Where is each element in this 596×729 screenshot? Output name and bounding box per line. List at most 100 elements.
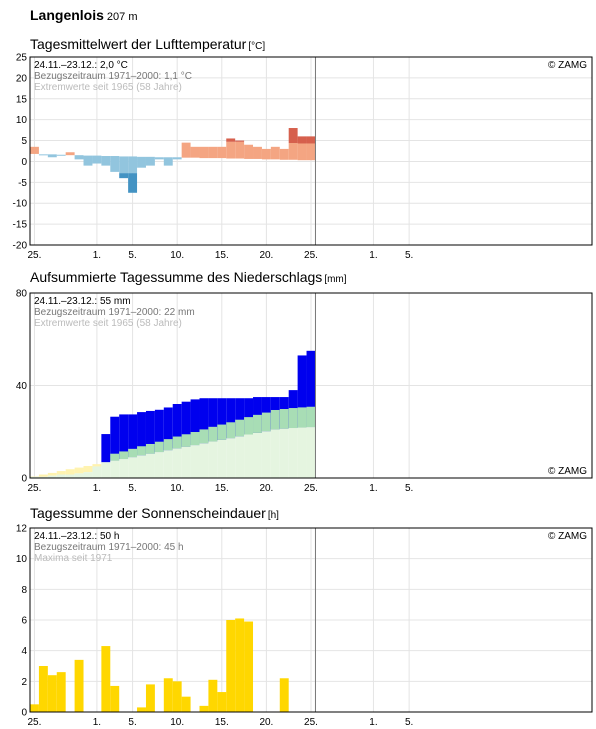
precip-fill-strong: [297, 407, 307, 428]
precip-above-normal: [119, 414, 129, 460]
temp-y-tick-label: -5: [18, 178, 27, 189]
precip-fill-strong: [190, 432, 200, 446]
temp-bar: [83, 155, 93, 166]
sun-x-tick-label: 20.: [259, 717, 273, 728]
sun-frame: [29, 527, 593, 713]
temperature-unit: [°C]: [248, 41, 266, 52]
temp-y-tick-label: 25: [16, 53, 28, 64]
temp-bar: [288, 143, 298, 160]
precip-x-tick-label: 5.: [405, 483, 413, 494]
temp-bar: [226, 141, 236, 159]
precip-fill: [119, 459, 129, 478]
temp-bar: [279, 148, 289, 160]
temp-bar: [172, 157, 182, 160]
precip-x-tick-label: 5.: [128, 483, 136, 494]
temperature-title: Tagesmittelwert der Lufttemperatur: [30, 36, 247, 52]
sun-x-tick-label: 5.: [405, 717, 413, 728]
precip-fill-strong: [172, 436, 182, 449]
precip-fill-strong: [279, 409, 289, 429]
precip-fill: [208, 441, 218, 478]
precip-fill-strong: [145, 443, 155, 454]
precip-above-normal: [297, 355, 307, 428]
temp-bar: [154, 157, 164, 160]
temp-bar: [56, 154, 66, 156]
temp-bar: [244, 144, 254, 159]
sun-y-tick-label: 10: [16, 554, 28, 565]
precip-fill-strong: [154, 441, 164, 453]
temp-legend-line: Extremwerte seit 1965 (58 Jahre): [34, 82, 182, 93]
sunshine-bar: [110, 685, 120, 712]
sunshine-bar: [244, 621, 254, 712]
temp-bar-strong: [235, 140, 245, 142]
precip-above-normal: [154, 409, 164, 453]
sunshine-bar: [74, 659, 84, 712]
sun-y-tick-label: 6: [21, 616, 27, 627]
sun-x-tick-label: 15.: [215, 717, 229, 728]
temp-legend-line: 24.11.–23.12.: 2,0 °C: [34, 60, 128, 71]
temp-y-tick-label: 0: [21, 157, 27, 168]
sunshine-unit: [h]: [267, 510, 279, 521]
precip-fill-strong: [244, 417, 254, 435]
precip-fill-strong: [110, 453, 120, 461]
temp-bar: [190, 146, 200, 158]
temp-y-tick-label: 10: [16, 115, 28, 126]
precip-below-normal: [65, 469, 75, 475]
precip-fill: [226, 438, 236, 478]
temp-bar: [38, 154, 48, 156]
precip-fill-strong: [235, 419, 245, 437]
sun-x-tick-label: 25.: [28, 717, 42, 728]
temp-bar: [208, 146, 218, 159]
precip-above-normal: [181, 401, 191, 447]
precip-fill: [190, 445, 200, 478]
precip-above-normal: [137, 412, 146, 456]
precip-fill: [47, 475, 57, 478]
precip-below-normal: [83, 465, 93, 473]
temp-bar: [92, 155, 102, 164]
precip-above-normal: [235, 398, 245, 437]
sunshine-bar: [47, 675, 57, 712]
temp-x-tick-label: 10.: [170, 250, 184, 261]
sun-legend-line: Maxima seit 1971: [34, 553, 113, 564]
temp-x-tick-label: 15.: [215, 250, 229, 261]
precip-fill-strong: [217, 424, 227, 440]
precipitation-title: Aufsummierte Tagessumme des Niederschlag…: [30, 269, 323, 285]
precip-x-tick-label: 10.: [170, 483, 184, 494]
sun-y-tick-label: 12: [16, 524, 28, 535]
temp-bar: [74, 155, 84, 160]
sunshine-bar: [172, 681, 182, 712]
temp-bar: [270, 146, 280, 160]
temp-bar-strong: [119, 173, 129, 179]
precip-x-tick-label: 1.: [93, 483, 101, 494]
precip-fill-strong: [199, 429, 209, 444]
temp-x-tick-label: 5.: [405, 250, 413, 261]
temp-bar-strong: [297, 136, 307, 144]
precip-fill-strong: [119, 451, 129, 460]
precip-above-normal: [226, 398, 236, 439]
temp-y-tick-label: 5: [21, 136, 27, 147]
temp-bar: [145, 156, 155, 166]
temp-bar-strong: [226, 138, 236, 142]
precip-above-normal: [190, 399, 200, 446]
precip-fill-strong: [181, 434, 191, 447]
precip-above-normal: [244, 398, 254, 435]
sunshine-bar: [101, 646, 111, 712]
precip-above-normal: [128, 414, 138, 458]
precip-fill-strong: [208, 426, 218, 442]
station-elevation: 207 m: [106, 11, 138, 23]
temp-x-tick-label: 25.: [304, 250, 318, 261]
precip-above-normal: [110, 416, 120, 461]
sunshine-bar: [56, 672, 66, 712]
precip-fill: [30, 476, 39, 478]
sunshine-bar: [208, 679, 218, 712]
sun-x-tick-label: 10.: [170, 717, 184, 728]
temp-bar: [65, 152, 75, 156]
temp-bar: [181, 142, 191, 158]
temp-bar: [47, 154, 57, 158]
precip-below-normal: [56, 471, 66, 475]
precip-fill: [137, 455, 146, 478]
sunshine-bar: [226, 620, 236, 712]
temp-y-tick-label: -10: [13, 199, 28, 210]
temp-bar: [101, 156, 111, 166]
